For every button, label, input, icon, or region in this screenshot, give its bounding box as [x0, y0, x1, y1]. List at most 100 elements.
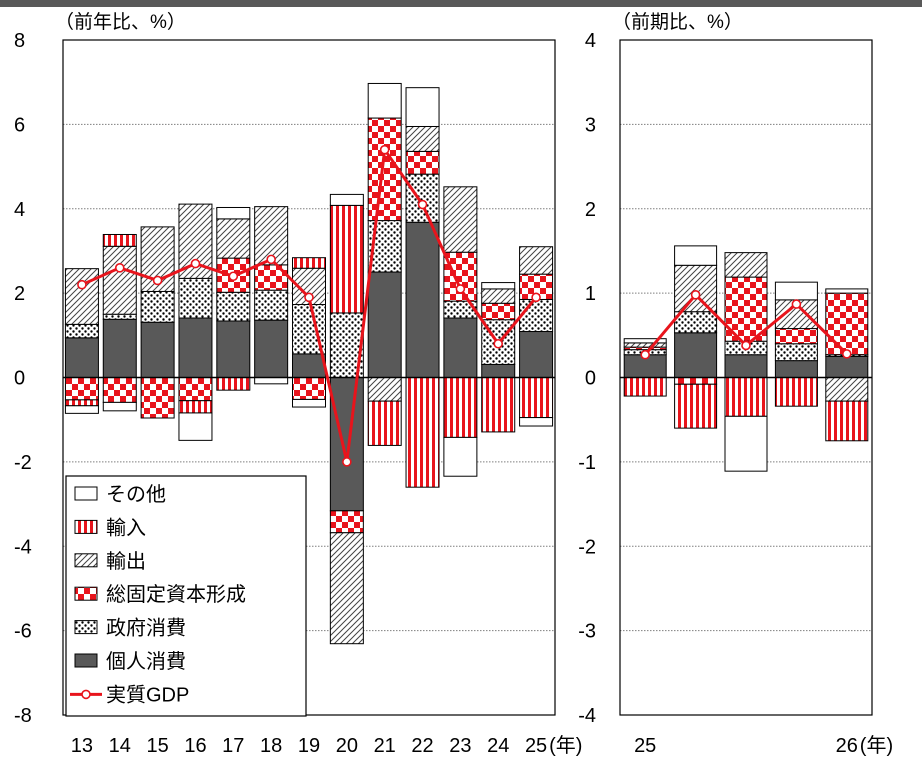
- bar-annual-i-9: [405, 150, 440, 175]
- y-tick-label-quarterly-0: 4: [585, 30, 596, 52]
- y-tick-label-quarterly-3: 1: [585, 283, 596, 305]
- gdp-point-quarterly-3: [791, 299, 802, 309]
- y-tick-label-annual-8: -8: [14, 705, 32, 727]
- y-tick-label-quarterly-1: 3: [585, 114, 596, 136]
- bar-annual-c-3: [178, 317, 213, 378]
- y-tick-label-annual-3: 2: [14, 283, 25, 305]
- bar-quarterly-c-4: [825, 355, 869, 378]
- gdp-point-annual-4: [228, 271, 239, 282]
- y-tick-label-quarterly-7: -3: [578, 621, 596, 643]
- bar-annual-o-11: [481, 282, 516, 290]
- bar-annual-i-1: [102, 377, 137, 403]
- bar-annual-m-10: [443, 377, 478, 438]
- bar-annual-x-1: [102, 245, 137, 315]
- bar-quarterly-i-4: [825, 292, 869, 356]
- bar-annual-g-5: [254, 289, 289, 321]
- bar-quarterly-o-4: [825, 288, 869, 294]
- x-tick-label-annual-9: 22: [411, 735, 433, 757]
- x-tick-label-annual-5: 18: [260, 735, 282, 757]
- bar-annual-x-9: [405, 125, 440, 152]
- bar-annual-o2-12: [519, 417, 554, 427]
- bar-annual-c-8: [367, 271, 402, 378]
- bar-annual-x-7: [329, 532, 364, 645]
- y-tick-label-quarterly-2: 2: [585, 199, 596, 221]
- bar-quarterly-x-4: [825, 377, 869, 402]
- legend-swatch-4: [74, 620, 98, 635]
- bar-annual-c-10: [443, 317, 478, 378]
- gdp-point-annual-9: [417, 199, 428, 210]
- gdp-point-annual-12: [531, 292, 541, 303]
- bar-annual-g-4: [216, 291, 251, 322]
- bar-annual-i-11: [481, 302, 516, 321]
- bar-annual-m-9: [405, 377, 440, 488]
- bar-annual-o2-3: [178, 412, 213, 441]
- legend-label-2: 輸出: [106, 550, 146, 573]
- bar-quarterly-x-0: [623, 342, 667, 348]
- legend-label-5: 個人消費: [106, 650, 186, 673]
- bar-annual-m-8: [367, 400, 402, 446]
- bar-quarterly-x-1: [674, 264, 718, 313]
- legend-label-3: 総固定資本形成: [106, 583, 246, 606]
- x-tick-label-annual-1: 14: [109, 735, 131, 757]
- gdp-point-annual-1: [114, 263, 125, 273]
- legend-swatch-5: [74, 653, 98, 668]
- bar-quarterly-o-0: [623, 338, 667, 344]
- bar-quarterly-c-2: [724, 354, 768, 378]
- legend-swatch-0: [74, 486, 98, 501]
- x-tick-label-annual-11: 24: [487, 735, 509, 757]
- bar-annual-g-3: [178, 277, 213, 319]
- bar-annual-x-11: [481, 288, 516, 304]
- bar-annual-c-4: [216, 320, 251, 378]
- y-tick-label-quarterly-8: -4: [578, 705, 596, 727]
- bar-annual-c-7: [329, 377, 364, 512]
- bar-annual-i-8: [367, 117, 402, 222]
- bar-annual-g-0: [64, 323, 99, 339]
- bar-quarterly-x-2: [724, 252, 768, 278]
- x-tick-label-annual-4: 17: [222, 735, 244, 757]
- gdp-point-annual-11: [493, 338, 504, 349]
- bar-quarterly-o2-2: [724, 415, 768, 472]
- bar-quarterly-m-0: [623, 377, 667, 397]
- legend-swatch-3: [74, 586, 98, 601]
- gdp-point-annual-6: [304, 292, 314, 303]
- legend-label-0: その他: [106, 483, 166, 506]
- bar-quarterly-m-1: [674, 383, 718, 429]
- bar-annual-o2-1: [102, 401, 137, 412]
- bar-quarterly-o-1: [674, 245, 718, 266]
- bar-annual-i-7: [329, 510, 364, 534]
- bar-annual-m-0: [64, 399, 99, 407]
- bar-annual-c-2: [140, 321, 175, 378]
- bar-annual-i-6: [292, 377, 326, 400]
- top-bar: [0, 0, 922, 7]
- legend-label-6: 実質GDP: [106, 683, 189, 706]
- gdp-point-annual-2: [152, 275, 163, 286]
- y-tick-label-annual-4: 0: [14, 368, 25, 390]
- bar-annual-x-10: [443, 186, 478, 253]
- gdp-point-quarterly-1: [690, 290, 701, 300]
- x-tick-label-annual-7: 20: [336, 735, 358, 757]
- bar-annual-x-8: [367, 377, 402, 402]
- gdp-point-annual-7: [342, 457, 352, 467]
- bar-annual-c-11: [481, 363, 516, 378]
- bar-annual-c-9: [405, 221, 440, 378]
- bar-annual-m-12: [519, 377, 554, 419]
- bar-quarterly-c-1: [674, 332, 718, 378]
- bar-quarterly-i-1: [674, 377, 718, 385]
- y-tick-label-quarterly-5: -1: [578, 452, 596, 474]
- y-tick-label-annual-1: 6: [14, 114, 25, 136]
- bar-annual-c-12: [519, 331, 554, 378]
- bar-annual-g-9: [405, 173, 440, 223]
- gdp-line: [77, 144, 852, 467]
- bar-annual-m-3: [178, 400, 213, 414]
- bar-annual-o2-10: [443, 436, 478, 477]
- legend-swatch-1: [74, 519, 98, 534]
- legend-swatch-marker: [81, 689, 91, 700]
- bar-quarterly-m-4: [825, 400, 869, 442]
- bar-quarterly-c-3: [774, 360, 818, 378]
- bar-quarterly-o-3: [774, 281, 818, 301]
- bar-annual-o-8: [367, 82, 402, 119]
- bar-annual-o-9: [405, 87, 440, 127]
